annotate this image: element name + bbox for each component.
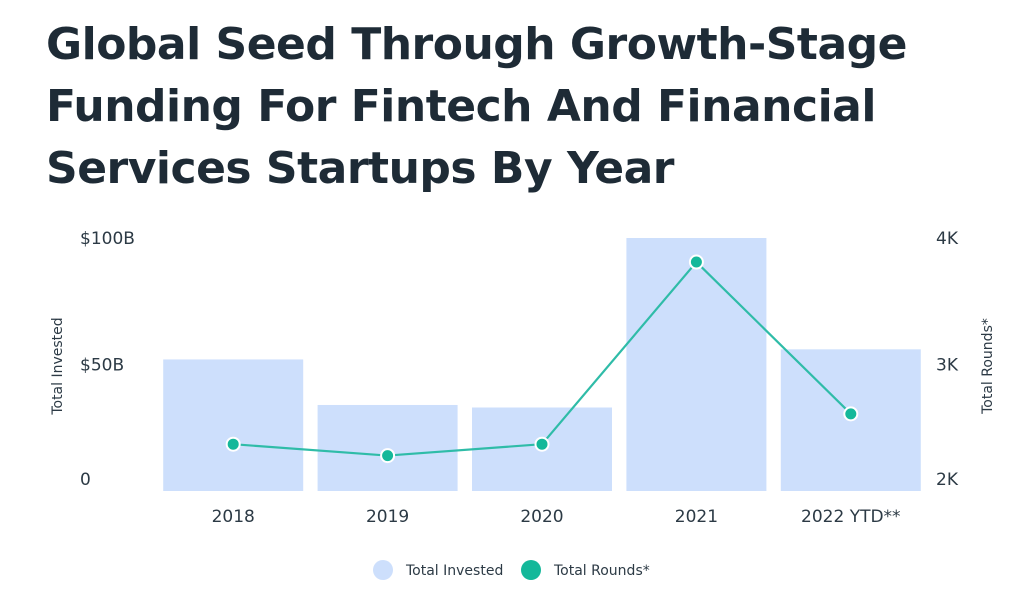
total-rounds-point-2018 bbox=[225, 436, 241, 452]
y2-tick-label: 2K bbox=[936, 470, 959, 490]
line-group bbox=[225, 254, 859, 464]
x-tick-label: 2020 bbox=[520, 507, 563, 527]
y-tick-label: 0 bbox=[80, 470, 91, 490]
legend-label-total-invested: Total Invested bbox=[405, 563, 503, 579]
chart-title: Global Seed Through Growth-Stage Funding… bbox=[46, 19, 908, 194]
bar-2019 bbox=[317, 404, 458, 491]
y2-tick-label: 3K bbox=[936, 356, 959, 376]
x-tick-label: 2018 bbox=[212, 507, 255, 527]
x-tick-label: 2021 bbox=[675, 507, 718, 527]
legend: Total Invested Total Rounds* bbox=[373, 560, 650, 580]
y-tick-label: $100B bbox=[80, 229, 135, 249]
x-tick-label: 2022 YTD** bbox=[801, 507, 901, 527]
bar-2021 bbox=[626, 238, 767, 491]
y2-axis-title: Total Rounds* bbox=[980, 318, 996, 415]
x-tick-labels: 2018 2019 2020 2021 2022 YTD** bbox=[212, 507, 901, 527]
bar-group bbox=[163, 238, 921, 491]
total-rounds-point-2019 bbox=[380, 448, 396, 464]
total-rounds-point-2021 bbox=[688, 254, 704, 270]
total-rounds-point-2020 bbox=[534, 436, 550, 452]
total-rounds-point-2022-ytd bbox=[843, 406, 859, 422]
y-axis-title: Total Invested bbox=[50, 317, 66, 415]
legend-marker-total-invested bbox=[373, 560, 393, 580]
x-tick-label: 2019 bbox=[366, 507, 409, 527]
legend-label-total-rounds: Total Rounds* bbox=[553, 563, 650, 579]
y2-tick-label: 4K bbox=[936, 229, 959, 249]
y-tick-labels: 0 $50B $100B bbox=[80, 229, 135, 490]
y2-tick-labels: 2K 3K 4K bbox=[936, 229, 959, 490]
legend-marker-total-rounds bbox=[521, 560, 541, 580]
bar-2018 bbox=[163, 359, 304, 491]
y-tick-label: $50B bbox=[80, 356, 124, 376]
